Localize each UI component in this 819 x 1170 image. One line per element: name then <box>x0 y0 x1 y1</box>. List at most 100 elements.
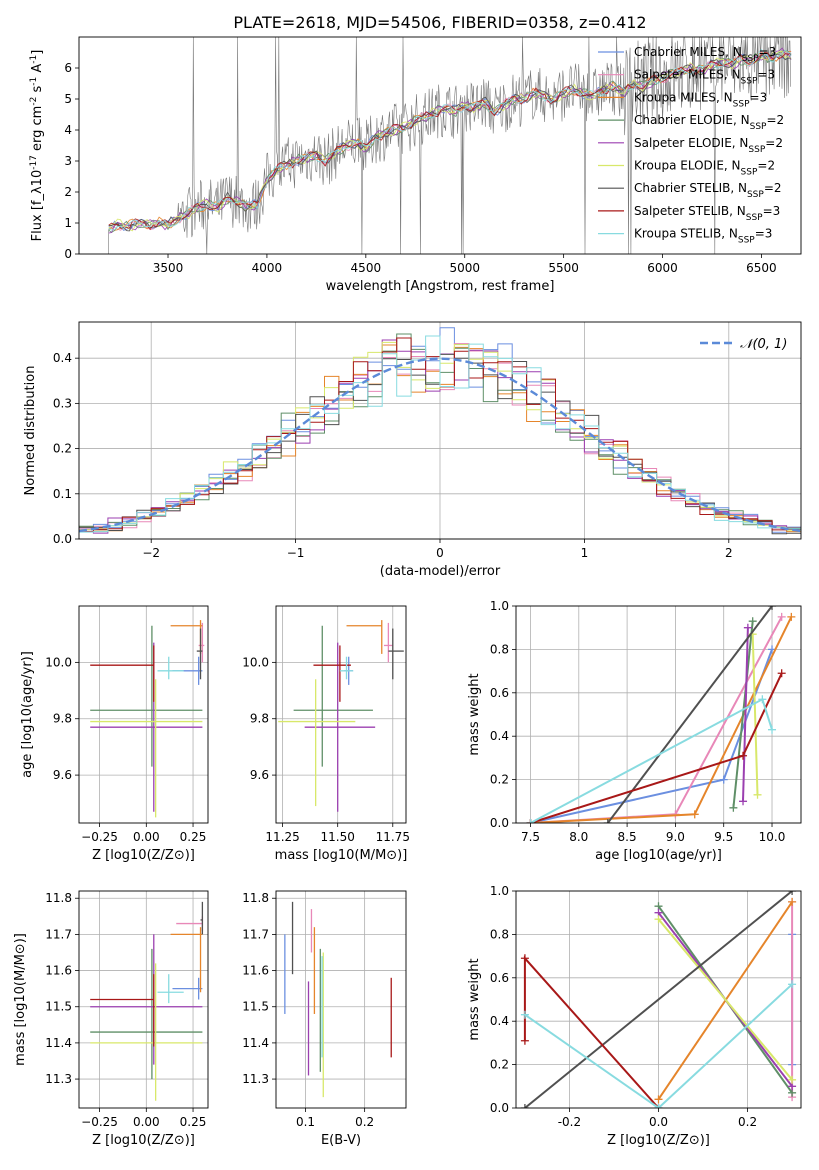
legend-label: Chabrier MILES, NSSP=3 <box>634 45 776 64</box>
weight-line-7 <box>523 955 660 1108</box>
y-tick-label: 11.5 <box>242 1000 269 1014</box>
weight-marker <box>758 695 767 704</box>
y-tick-label: 0.4 <box>490 1014 509 1028</box>
y-axis-label: mass weight <box>467 958 482 1040</box>
legend-label: Chabrier ELODIE, NSSP=2 <box>634 113 784 132</box>
plot-area <box>90 901 204 1101</box>
y-tick-label: 11.7 <box>242 927 269 941</box>
weight-marker <box>654 1095 663 1104</box>
x-axis-label: Z [log10(Z/Z⊙)] <box>92 848 195 863</box>
x-tick-label: 5000 <box>449 261 480 275</box>
x-tick-label: 10.0 <box>759 830 786 844</box>
weight-marker <box>520 1036 529 1045</box>
y-tick-label: 6 <box>64 61 72 75</box>
histogram-series-8 <box>79 335 801 533</box>
x-tick-label: 0.25 <box>180 1115 207 1129</box>
weight-marker <box>520 1104 529 1108</box>
y-tick-label: 11.4 <box>45 1036 72 1050</box>
x-axis-label: (data-model)/error <box>380 564 501 579</box>
x-tick-label: 9.5 <box>714 830 733 844</box>
x-axis-label: mass [log10(M/M⊙)] <box>275 848 408 863</box>
weight-marker <box>788 980 797 989</box>
weight-line-5 <box>657 918 793 1081</box>
y-axis-label: mass weight <box>467 673 482 755</box>
y-tick-label: 10.0 <box>45 655 72 669</box>
x-tick-label: 11.50 <box>321 830 355 844</box>
y-tick-label: 4 <box>64 123 72 137</box>
x-tick-label: 8.0 <box>569 830 588 844</box>
weight-line-8 <box>524 983 793 1108</box>
histogram-series-4 <box>79 339 801 534</box>
y-tick-label: 11.3 <box>242 1072 269 1086</box>
x-tick-label: 0 <box>436 546 444 560</box>
y-tick-label: 1.0 <box>490 599 509 613</box>
y-tick-label: 0.8 <box>490 927 509 941</box>
weight-marker <box>654 915 663 924</box>
y-tick-label: 0.2 <box>490 1058 509 1072</box>
x-tick-label: 0.1 <box>296 1115 315 1129</box>
y-tick-label: 0.8 <box>490 642 509 656</box>
model-fit-8 <box>108 48 792 231</box>
y-tick-label: 1 <box>64 216 72 230</box>
weight-line-8 <box>530 697 773 823</box>
x-tick-label: −0.25 <box>81 830 118 844</box>
legend-label: Kroupa STELIB, NSSP=3 <box>634 227 772 246</box>
y-tick-label: 11.6 <box>242 964 269 978</box>
x-tick-label: 0.25 <box>180 830 207 844</box>
weight-marker <box>690 810 699 819</box>
y-tick-label: 11.7 <box>45 927 72 941</box>
legend-label: Salpeter MILES, NSSP=3 <box>634 68 775 87</box>
plot-area <box>278 620 404 812</box>
y-axis-label: Flux [f_λ10-17 erg cm-2 s-1 A-1] <box>29 50 45 242</box>
y-tick-label: 11.6 <box>45 964 72 978</box>
x-axis-label: Z [log10(Z/Z⊙)] <box>607 1133 710 1148</box>
weight-marker <box>777 669 786 678</box>
weight-marker <box>739 797 748 806</box>
x-axis-label: E(B-V) <box>321 1133 361 1148</box>
x-tick-label: 0.2 <box>355 1115 374 1129</box>
normal-curve <box>79 357 801 533</box>
y-tick-label: 0.0 <box>490 1101 509 1115</box>
x-tick-label: 4500 <box>351 261 382 275</box>
x-tick-label: 6500 <box>746 261 777 275</box>
x-tick-label: 0.2 <box>738 1115 757 1129</box>
weight-marker <box>787 612 796 621</box>
x-tick-label: 9.0 <box>666 830 685 844</box>
x-tick-label: 7.5 <box>521 830 540 844</box>
weight-line-5 <box>751 634 759 795</box>
y-tick-label: 0.2 <box>53 442 72 456</box>
weight-marker <box>768 606 777 610</box>
y-tick-label: 2 <box>64 185 72 199</box>
x-tick-label: 0.00 <box>133 830 160 844</box>
x-tick-label: 11.25 <box>265 830 299 844</box>
y-tick-label: 0.3 <box>53 396 72 410</box>
y-tick-label: 0.1 <box>53 487 72 501</box>
model-fit-6 <box>108 52 792 232</box>
y-tick-label: 11.3 <box>45 1072 72 1086</box>
y-tick-label: 9.8 <box>53 712 72 726</box>
weight-marker <box>520 1010 529 1019</box>
x-tick-label: 3500 <box>153 261 184 275</box>
axes-cum_weight_age: 7.5 8.0 8.5 9.0 9.5 10.0 0.0 0.2 0.4 0.6 0.8 1.0 age… <box>467 599 802 863</box>
y-tick-label: 9.8 <box>250 712 269 726</box>
x-axis-label: Z [log10(Z/Z⊙)] <box>92 1133 195 1148</box>
x-tick-label: −2 <box>142 546 160 560</box>
weight-marker <box>520 954 529 963</box>
weight-marker <box>603 819 612 823</box>
y-axis-label: mass [log10(M/M⊙)] <box>13 933 28 1066</box>
spectrum-legend: Chabrier MILES, NSSP=3 Salpeter MILES, NS… <box>598 45 784 246</box>
axes-spectrum: 3500 4000 4500 5000 5500 6000 6500 0 1 2 3 4 5 6 wavel… <box>29 36 802 294</box>
legend-label: Kroupa ELODIE, NSSP=2 <box>634 159 775 178</box>
y-tick-label: 0 <box>64 247 72 261</box>
x-tick-label: 1 <box>581 546 589 560</box>
x-axis-label: wavelength [Angstrom, rest frame] <box>326 279 555 294</box>
y-tick-label: 0.6 <box>490 686 509 700</box>
y-tick-label: 9.6 <box>53 768 72 782</box>
legend-label: Salpeter ELODIE, NSSP=2 <box>634 136 783 155</box>
plot-area <box>108 37 792 254</box>
axes-residuals: −2 −1 0 1 2 0.0 0.1 0.2 0.3 0.4 (data-model)/error… <box>23 321 802 579</box>
weight-marker <box>788 897 797 906</box>
legend-label: 𝒩(0, 1) <box>740 337 787 352</box>
y-tick-label: 0.0 <box>490 816 509 830</box>
observed-spectrum <box>108 37 791 254</box>
